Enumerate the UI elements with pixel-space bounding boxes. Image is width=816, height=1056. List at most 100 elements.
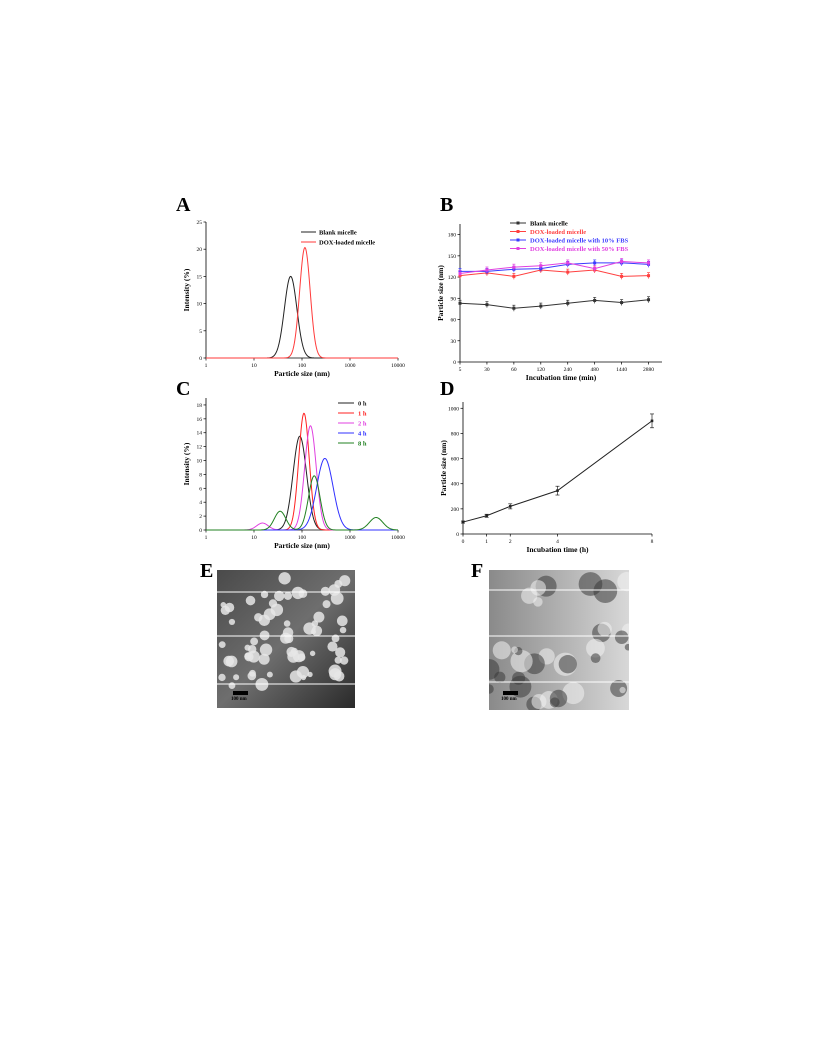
data-point [566, 261, 570, 265]
y-tick-label: 600 [451, 457, 460, 463]
legend-label: Blank micelle [530, 220, 568, 227]
micelle-particle [258, 653, 270, 665]
y-axis-label: Particle size (nm) [439, 440, 448, 496]
micelle-particle [225, 655, 238, 668]
y-tick-label: 12 [197, 445, 203, 451]
legend-marker [516, 221, 520, 225]
y-tick-label: 15 [197, 274, 203, 280]
y-tick-label: 5 [199, 329, 202, 335]
micelle-particle [296, 666, 310, 679]
legend-label: Blank micelle [319, 230, 357, 237]
micelle-particle [220, 605, 230, 615]
data-point [647, 261, 651, 265]
scale-label-e: 100 nm [231, 697, 247, 702]
y-tick-label: 800 [451, 431, 460, 437]
micelle-particle [228, 682, 236, 689]
aggregate-particle [614, 630, 629, 645]
aggregate-particle [511, 646, 518, 654]
x-tick-label: 10 [251, 535, 257, 541]
aggregate-particle [489, 684, 494, 694]
legend-label: DOX-loaded micelle [530, 229, 586, 236]
micelle-particle [333, 671, 345, 682]
x-tick-label: 1000 [345, 363, 356, 369]
micelle-particle [313, 611, 325, 623]
micelle-particle [283, 591, 293, 601]
aggregate-particle [533, 597, 543, 607]
y-axis-label: Particle size (nm) [436, 265, 445, 321]
micelle-particle [247, 645, 257, 654]
legend-label: 2 h [358, 421, 367, 428]
x-tick-label: 2880 [643, 367, 654, 373]
series-line [206, 435, 398, 531]
panel-label-c: C [176, 378, 191, 400]
x-tick-label: 100 [298, 363, 307, 369]
series-line [462, 420, 653, 523]
series-line [459, 299, 649, 309]
y-tick-label: 60 [451, 318, 457, 324]
legend-marker [516, 247, 520, 250]
legend-label: DOX-loaded micelle with 50% FBS [530, 246, 629, 253]
legend-label: DOX-loaded micelle with 10% FBS [530, 237, 629, 244]
data-point [485, 303, 489, 307]
x-tick-label: 60 [511, 367, 517, 373]
x-tick-label: 1 [205, 363, 208, 369]
micelle-particle [259, 643, 273, 656]
data-point [556, 489, 559, 492]
data-point [458, 301, 462, 305]
y-tick-label: 30 [451, 339, 457, 345]
micelle-particle [291, 586, 305, 600]
y-tick-label: 14 [197, 431, 203, 437]
aggregate-particle [624, 643, 629, 651]
legend-label: 4 h [358, 431, 367, 438]
y-tick-label: 0 [199, 528, 202, 534]
data-point [512, 265, 516, 269]
y-axis-label: Intensity (%) [182, 268, 191, 311]
tem-image-f [489, 570, 629, 710]
micelle-particle [233, 674, 240, 681]
data-point [593, 267, 597, 271]
micelle-particle [244, 652, 252, 660]
y-tick-label: 18 [197, 403, 203, 409]
micelle-particle [336, 615, 348, 627]
data-point [620, 301, 624, 305]
x-tick-label: 10000 [391, 363, 405, 369]
aggregate-particle [531, 694, 547, 710]
series-line [459, 261, 649, 275]
data-point [461, 520, 465, 524]
panel-label-f: F [471, 560, 484, 582]
micelle-particle [247, 650, 260, 663]
x-tick-label: 1 [205, 535, 208, 541]
data-point [485, 514, 488, 518]
x-tick-label: 2 [509, 539, 512, 545]
micelle-particle [292, 650, 306, 663]
y-tick-label: 16 [197, 417, 203, 423]
micelle-particle [309, 650, 316, 657]
micelle-particle [339, 656, 349, 665]
aggregate-particle [578, 572, 603, 596]
legend-marker [516, 230, 520, 233]
y-tick-label: 200 [451, 507, 460, 513]
x-tick-label: 10 [251, 363, 257, 369]
data-point [593, 261, 597, 265]
x-tick-label: 5 [459, 367, 462, 373]
micelle-particle [249, 669, 256, 677]
micelle-particle [268, 599, 278, 608]
y-tick-label: 20 [197, 247, 203, 253]
data-point [512, 274, 516, 278]
data-point [539, 304, 543, 308]
data-point [566, 301, 570, 305]
y-tick-label: 0 [199, 356, 202, 362]
micelle-particle [218, 673, 226, 682]
chart-c: 1 10 100 1000 10000 0 2 4 6 8 10 12 14 16 18 Particle s… [182, 398, 405, 550]
micelle-particle [330, 591, 344, 605]
x-tick-label: 30 [484, 367, 490, 373]
micelle-particle [320, 586, 330, 596]
aggregate-particle [510, 650, 533, 673]
panel-label-a: A [176, 194, 191, 216]
series-line [206, 275, 398, 359]
micelle-particle [258, 614, 270, 626]
data-point [620, 260, 624, 264]
x-tick-label: 240 [564, 367, 573, 373]
micelle-particle [284, 634, 294, 644]
y-tick-label: 1000 [448, 406, 459, 412]
